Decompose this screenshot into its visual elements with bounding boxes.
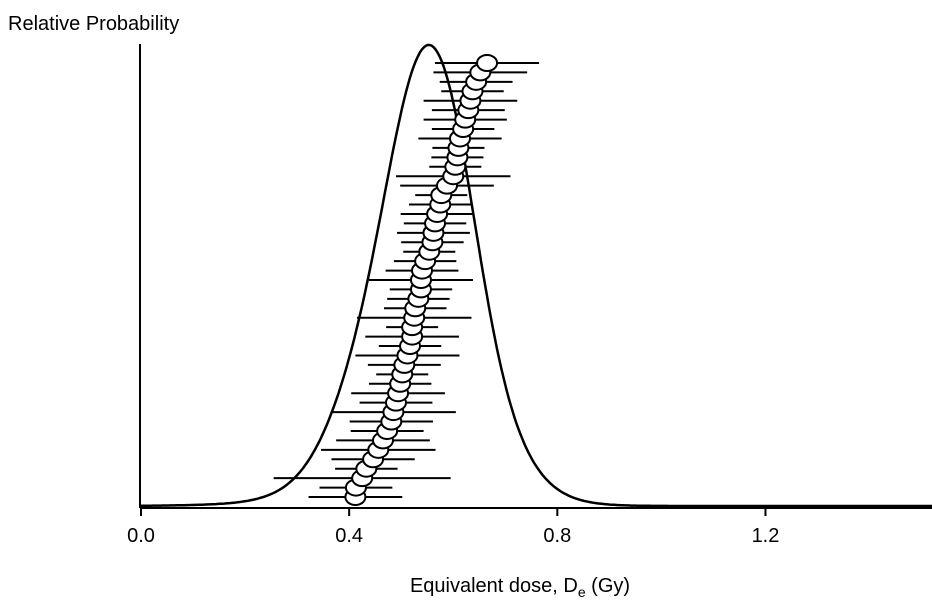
probability-curve bbox=[141, 43, 932, 508]
x-tick-label: 1.2 bbox=[752, 525, 780, 547]
x-label-suffix: (Gy) bbox=[586, 575, 630, 597]
x-label-text: Equivalent dose, D bbox=[410, 575, 578, 597]
x-tick-label: 0.0 bbox=[127, 525, 155, 547]
data-point bbox=[476, 54, 499, 72]
x-axis-label: Equivalent dose, De (Gy) bbox=[410, 575, 630, 600]
y-axis-label: Relative Probability bbox=[8, 13, 179, 35]
x-tick-label: 0.8 bbox=[543, 525, 571, 547]
x-label-subscript: e bbox=[578, 584, 586, 600]
x-tick-label: 0.4 bbox=[335, 525, 363, 547]
